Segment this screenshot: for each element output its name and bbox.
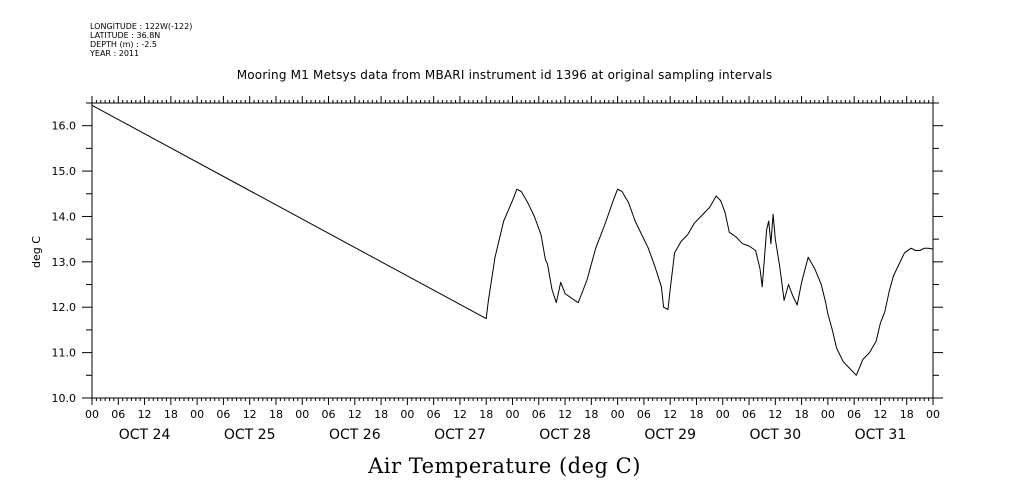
x-tick-label: 18	[689, 408, 703, 421]
x-day-label: OCT 28	[539, 427, 591, 443]
x-tick-label: 12	[348, 408, 362, 421]
x-tick-label: 18	[164, 408, 178, 421]
air-temperature-series-line	[91, 104, 934, 376]
axes-layer	[91, 102, 934, 399]
x-tick-label: 00	[506, 408, 520, 421]
x-tick-label: 18	[479, 408, 493, 421]
x-tick-label: 06	[216, 408, 230, 421]
x-tick-label: 18	[374, 408, 388, 421]
x-tick-label: 00	[295, 408, 309, 421]
x-tick-label: 18	[900, 408, 914, 421]
x-tick-label: 12	[558, 408, 572, 421]
x-tick-label: 00	[821, 408, 835, 421]
x-tick-label: 06	[322, 408, 336, 421]
x-tick-label: 06	[637, 408, 651, 421]
x-day-label: OCT 24	[119, 427, 171, 443]
x-tick-label: 06	[427, 408, 441, 421]
tick-labels-layer: 10.0 11.0 12.0 13.0 14.0 15.0 16.0 00 06 12 18 OCT …	[52, 120, 941, 443]
depth-label: DEPTH (m) : -2.5	[90, 40, 157, 49]
latitude-label: LATITUDE : 36.8N	[90, 31, 161, 40]
x-tick-label: 00	[611, 408, 625, 421]
x-tick-label: 00	[190, 408, 204, 421]
x-day-label: OCT 30	[750, 427, 802, 443]
y-tick-label: 10.0	[52, 392, 77, 405]
x-tick-label: 06	[111, 408, 125, 421]
ticks-layer	[82, 96, 943, 405]
y-tick-label: 16.0	[52, 120, 77, 133]
x-day-label: OCT 26	[329, 427, 381, 443]
y-axis-label: deg C	[30, 236, 43, 268]
plot-frame	[91, 102, 934, 399]
x-tick-label: 12	[768, 408, 782, 421]
x-tick-label: 06	[847, 408, 861, 421]
year-label: YEAR : 2011	[90, 49, 140, 58]
location-metadata: LONGITUDE : 122W(-122) LATITUDE : 36.8N …	[90, 22, 192, 58]
x-day-label: OCT 25	[224, 427, 276, 443]
y-tick-label: 12.0	[52, 301, 77, 314]
x-tick-label: 12	[873, 408, 887, 421]
x-tick-label: 12	[243, 408, 257, 421]
x-day-label: OCT 29	[644, 427, 696, 443]
x-tick-label: 00	[716, 408, 730, 421]
y-tick-label: 11.0	[52, 347, 77, 360]
x-day-label: OCT 27	[434, 427, 486, 443]
y-tick-label: 15.0	[52, 165, 77, 178]
x-tick-label: 06	[532, 408, 546, 421]
x-tick-label: 18	[795, 408, 809, 421]
series-layer	[91, 104, 934, 376]
x-tick-label: 12	[138, 408, 152, 421]
y-tick-label: 13.0	[52, 256, 77, 269]
x-tick-label: 06	[742, 408, 756, 421]
x-tick-label: 00	[400, 408, 414, 421]
x-tick-label: 00	[926, 408, 940, 421]
x-tick-label: 00	[85, 408, 99, 421]
x-tick-label: 18	[584, 408, 598, 421]
chart-title: Mooring M1 Metsys data from MBARI instru…	[236, 68, 773, 82]
x-tick-label: 12	[453, 408, 467, 421]
x-tick-label: 18	[269, 408, 283, 421]
x-day-label: OCT 31	[855, 427, 907, 443]
longitude-label: LONGITUDE : 122W(-122)	[90, 22, 193, 31]
x-tick-label: 12	[663, 408, 677, 421]
y-tick-label: 14.0	[52, 210, 77, 223]
x-axis-title: Air Temperature (deg C)	[368, 454, 641, 478]
